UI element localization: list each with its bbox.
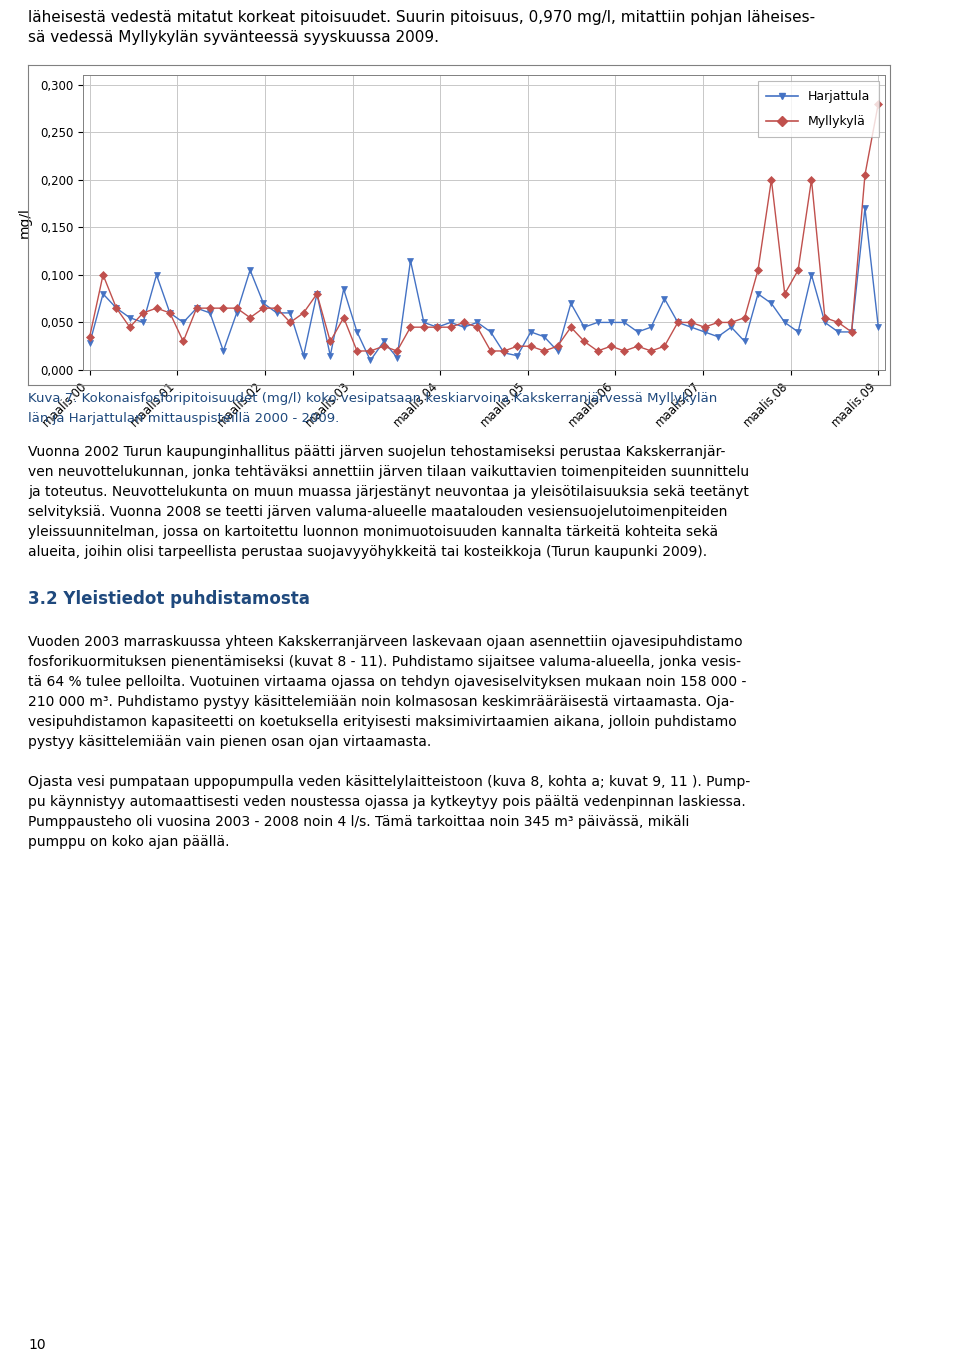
Text: 10: 10 [28, 1338, 46, 1352]
Text: Vuoden 2003 marraskuussa yhteen Kakskerranjärveen laskevaan ojaan asennettiin oj: Vuoden 2003 marraskuussa yhteen Kakskerr… [28, 636, 743, 649]
Text: sä vedessä Myllykylän syvänteessä syyskuussa 2009.: sä vedessä Myllykylän syvänteessä syysku… [28, 30, 439, 45]
Text: pu käynnistyy automaattisesti veden noustessa ojassa ja kytkeytyy pois päältä ve: pu käynnistyy automaattisesti veden nous… [28, 795, 746, 809]
Text: tä 64 % tulee pelloilta. Vuotuinen virtaama ojassa on tehdyn ojavesiselvityksen : tä 64 % tulee pelloilta. Vuotuinen virta… [28, 675, 746, 689]
Text: läheisestä vedestä mitatut korkeat pitoisuudet. Suurin pitoisuus, 0,970 mg/l, mi: läheisestä vedestä mitatut korkeat pitoi… [28, 10, 815, 25]
Text: ven neuvottelukunnan, jonka tehtäväksi annettiin järven tilaan vaikuttavien toim: ven neuvottelukunnan, jonka tehtäväksi a… [28, 465, 749, 479]
Text: yleissuunnitelman, jossa on kartoitettu luonnon monimuotoisuuden kannalta tärkei: yleissuunnitelman, jossa on kartoitettu … [28, 525, 718, 539]
Text: 3.2 Yleistiedot puhdistamosta: 3.2 Yleistiedot puhdistamosta [28, 591, 310, 608]
Text: fosforikuormituksen pienentämiseksi (kuvat 8 - 11). Puhdistamo sijaitsee valuma-: fosforikuormituksen pienentämiseksi (kuv… [28, 655, 741, 668]
Text: alueita, joihin olisi tarpeellista perustaa suojavyyöhykkeitä tai kosteikkoja (T: alueita, joihin olisi tarpeellista perus… [28, 546, 708, 559]
Legend: Harjattula, Myllykylä: Harjattula, Myllykylä [757, 82, 878, 138]
Text: Pumppausteho oli vuosina 2003 - 2008 noin 4 l/s. Tämä tarkoittaa noin 345 m³ päi: Pumppausteho oli vuosina 2003 - 2008 noi… [28, 816, 689, 829]
Y-axis label: mg/l: mg/l [17, 207, 32, 237]
Text: vesipuhdistamon kapasiteetti on koetuksella erityisesti maksimivirtaamien aikana: vesipuhdistamon kapasiteetti on koetukse… [28, 715, 736, 728]
Text: Ojasta vesi pumpataan uppopumpulla veden käsittelylaitteistoon (kuva 8, kohta a;: Ojasta vesi pumpataan uppopumpulla veden… [28, 775, 751, 788]
Text: Vuonna 2002 Turun kaupunginhallitus päätti järven suojelun tehostamiseksi perust: Vuonna 2002 Turun kaupunginhallitus päät… [28, 445, 726, 460]
Text: 210 000 m³. Puhdistamo pystyy käsittelemiään noin kolmasosan keskimrääräisestä v: 210 000 m³. Puhdistamo pystyy käsittelem… [28, 696, 734, 709]
Text: pystyy käsittelemiään vain pienen osan ojan virtaamasta.: pystyy käsittelemiään vain pienen osan o… [28, 735, 431, 749]
Text: län ja Harjattulan mittauspisteillä 2000 - 2009.: län ja Harjattulan mittauspisteillä 2000… [28, 412, 339, 426]
Text: selvityksiä. Vuonna 2008 se teetti järven valuma-alueelle maatalouden vesiensuoj: selvityksiä. Vuonna 2008 se teetti järve… [28, 505, 728, 518]
Text: ja toteutus. Neuvottelukunta on muun muassa järjestänyt neuvontaa ja yleisötilai: ja toteutus. Neuvottelukunta on muun mua… [28, 486, 749, 499]
Text: pumppu on koko ajan päällä.: pumppu on koko ajan päällä. [28, 835, 229, 848]
Text: Kuva 7. Kokonaisfosforipitoisuudet (mg/l) koko vesipatsaan keskiarvoina Kakskerr: Kuva 7. Kokonaisfosforipitoisuudet (mg/l… [28, 391, 717, 405]
